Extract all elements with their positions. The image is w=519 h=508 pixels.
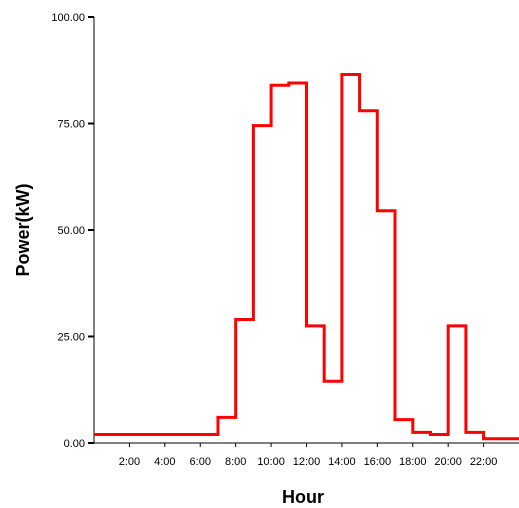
x-tick-label: 6:00 [190,456,211,468]
x-tick-label: 14:00 [328,456,356,468]
x-tick-label: 20:00 [434,456,462,468]
x-axis-title: Hour [282,487,324,507]
x-tick-label: 16:00 [364,456,392,468]
x-tick-label: 22:00 [470,456,498,468]
y-axis-title: Power(kW) [13,183,33,276]
x-tick-label: 10:00 [257,456,285,468]
y-tick-label: 100.00 [51,12,85,24]
x-tick-label: 12:00 [293,456,321,468]
x-tick-label: 18:00 [399,456,427,468]
x-tick-label: 4:00 [154,456,175,468]
series-line [94,73,519,441]
y-tick-label: 25.00 [57,332,85,344]
x-tick-label: 8:00 [225,456,246,468]
series-layer [94,73,519,441]
y-tick-label: 50.00 [57,225,85,237]
x-tick-label: 2:00 [119,456,140,468]
ticks-layer: 0.00 25.00 50.00 75.00 100.00 2:00 4:00 6:00 8:0… [51,12,497,468]
y-tick-label: 75.00 [57,119,85,131]
y-tick-label: 0.00 [64,438,85,450]
